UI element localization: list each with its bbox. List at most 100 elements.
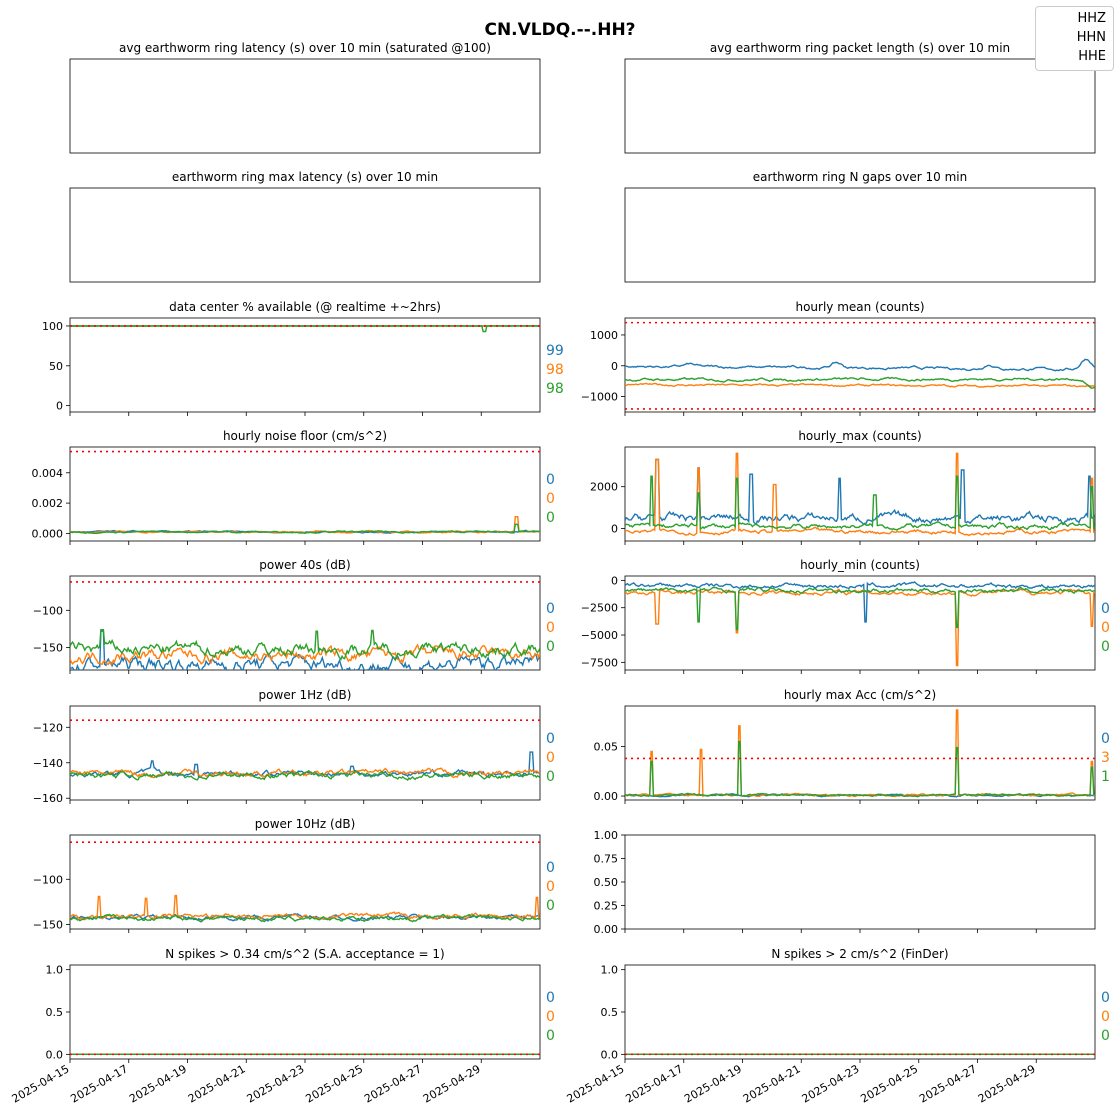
side-label-hhz: 0 [546,731,555,747]
x-tick-label: 2025-04-17 [68,1062,130,1105]
series-line-hhn [70,643,540,666]
side-label-hhz: 0 [546,472,555,488]
y-tick-label: 1.0 [601,964,619,977]
y-tick-label: −5000 [581,629,618,642]
y-tick-label: 2000 [590,481,618,494]
y-tick-label: 0.004 [32,467,64,480]
subplot-title: N spikes > 2 cm/s^2 (FinDer) [771,947,948,961]
subplot-10: hourly_min (counts) −7500 −5000 −2500 0 0 0 0 [581,558,1110,674]
side-label-hhz: 99 [546,343,564,359]
series-line-hhe [625,376,1095,389]
subplot-title: earthworm ring N gaps over 10 min [753,170,967,184]
legend: HHZ HHN HHE [1035,6,1114,71]
subplot-title: earthworm ring max latency (s) over 10 m… [172,170,438,184]
axes-frame [69,187,541,283]
y-tick-label: −100 [33,873,63,886]
series-line-hhe [70,629,540,662]
subplot-15: N spikes > 0.34 cm/s^2 (S.A. acceptance … [10,947,555,1106]
series-line-hhz [625,581,1095,623]
x-tick-label: 2025-04-21 [741,1062,803,1105]
y-tick-label: −140 [33,757,63,770]
y-tick-label: 0.000 [32,527,64,540]
y-tick-label: −160 [33,792,63,805]
subplot-title: power 1Hz (dB) [259,688,352,702]
y-tick-label: −100 [33,604,63,617]
x-tick-label: 2025-04-23 [800,1062,862,1105]
y-tick-label: 0 [611,360,618,373]
side-label-hhe: 0 [546,769,555,785]
x-tick-label: 2025-04-21 [186,1062,248,1105]
side-label-hhz: 0 [1101,990,1110,1006]
axes-frame [624,834,1096,930]
y-tick-label: −1000 [581,391,618,404]
y-tick-label: 100 [42,320,63,333]
y-tick-label: 0 [56,400,63,413]
x-tick-label: 2025-04-15 [565,1062,627,1105]
side-label-hhe: 0 [546,510,555,526]
y-tick-label: 50 [49,360,63,373]
series-line-hhz [70,630,540,670]
y-tick-label: 0.50 [594,876,619,889]
subplot-14: 0.00 0.25 0.50 0.75 1.00 [594,829,1096,936]
y-tick-label: 0.5 [46,1006,64,1019]
side-label-hhz: 0 [546,860,555,876]
y-tick-label: 0.0 [601,1048,619,1061]
x-tick-label: 2025-04-29 [421,1062,483,1105]
side-label-hhn: 0 [1101,1009,1110,1025]
subplot-6: hourly mean (counts) −1000 0 1000 [581,300,1096,416]
subplot-11: power 1Hz (dB) −160 −140 −120 0 0 0 [33,688,555,805]
y-tick-label: 1000 [590,329,618,342]
subplot-13: power 10Hz (dB) −150 −100 0 0 0 [33,817,555,933]
series-line-hhn [625,382,1095,388]
side-label-hhe: 0 [546,898,555,914]
x-tick-label: 2025-04-23 [245,1062,307,1105]
side-label-hhe: 0 [1101,639,1110,655]
subplot-title: hourly max Acc (cm/s^2) [784,688,936,702]
series-line-hhe [625,475,1095,531]
subplot-title: hourly_max (counts) [798,429,921,443]
series-line-hhe [70,913,540,923]
subplot-1: avg earthworm ring latency (s) over 10 m… [69,41,541,154]
x-tick-label: 2025-04-25 [858,1062,920,1105]
side-label-hhe: 0 [546,1028,555,1044]
series-line-hhn [70,894,540,921]
series-line-hhn [625,588,1095,667]
subplot-title: avg earthworm ring packet length (s) ove… [710,41,1010,55]
subplot-title: avg earthworm ring latency (s) over 10 m… [119,41,491,55]
y-tick-label: 0.0 [46,1048,64,1061]
series-line-hhn [70,516,540,534]
side-label-hhn: 3 [1101,750,1110,766]
subplot-4: earthworm ring N gaps over 10 min [624,170,1096,283]
axes-frame [624,705,1096,801]
figure-title: CN.VLDQ.--.HH? [484,20,636,40]
axes-frame [69,317,541,413]
side-label-hhn: 0 [546,620,555,636]
side-label-hhn: 0 [546,1009,555,1025]
legend-item-hhe: HHE [1078,49,1106,64]
y-tick-label: 1.00 [594,829,619,842]
y-tick-label: −150 [33,918,63,931]
y-tick-label: 0.002 [32,497,64,510]
subplot-title: data center % available (@ realtime +~2h… [169,300,441,314]
axes-frame [69,964,541,1060]
subplot-title: hourly_min (counts) [800,558,920,572]
legend-item-hhz: HHZ [1077,11,1106,26]
y-tick-label: 0 [611,574,618,587]
side-label-hhn: 98 [546,362,564,378]
x-tick-label: 2025-04-17 [623,1062,685,1105]
series-line-hhz [625,358,1095,372]
series-line-hhn [625,709,1095,798]
series-line-hhe [625,586,1095,631]
side-label-hhn: 0 [546,750,555,766]
side-label-hhz: 0 [546,990,555,1006]
y-tick-label: 1.0 [46,964,64,977]
subplot-title: hourly mean (counts) [795,300,924,314]
subplot-12: hourly max Acc (cm/s^2) 0.00 0.05 0 3 1 [594,688,1110,804]
side-label-hhe: 1 [1101,769,1110,785]
subplot-title: power 10Hz (dB) [255,817,356,831]
series-line-hhz [625,458,1095,526]
series-line-hhe [70,769,540,782]
axes-frame [624,58,1096,154]
x-tick-label: 2025-04-15 [10,1062,72,1105]
subplot-8: hourly_max (counts) 0 2000 [590,429,1096,545]
